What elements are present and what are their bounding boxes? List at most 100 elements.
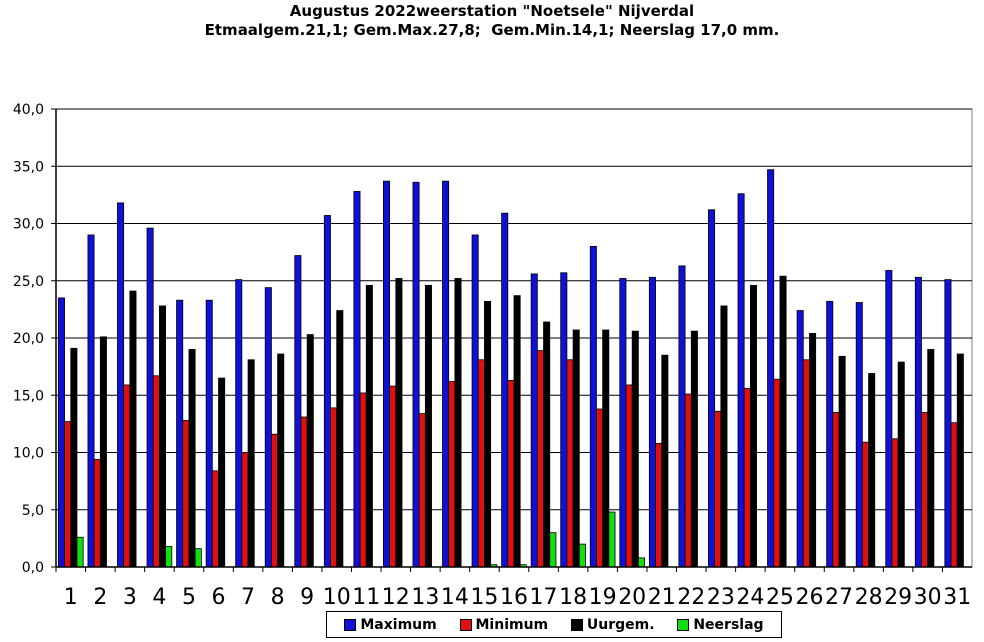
bar-maximum-4 [146,227,154,568]
bar-uurgem-22 [690,330,698,568]
bar-maximum-25 [767,169,775,568]
bar-uurgem-12 [395,278,403,568]
bar-minimum-9 [300,416,308,568]
bar-maximum-19 [589,245,597,568]
bar-uurgem-20 [631,330,639,568]
y-tick-label: 0,0 [22,560,44,576]
x-tick-label: 24 [736,585,764,610]
x-tick-label: 11 [352,585,380,610]
bar-uurgem-23 [720,305,728,568]
bar-uurgem-13 [424,284,432,568]
bar-maximum-28 [855,302,863,568]
bar-uurgem-7 [247,359,255,568]
bar-maximum-5 [176,299,184,568]
bar-minimum-7 [241,452,249,568]
axis-layer: 0,05,010,015,020,025,030,035,040,01 2 3 4 5 6… [13,102,972,610]
bar-minimum-13 [418,413,426,568]
x-tick-label: 7 [241,585,255,610]
y-tick-label: 5,0 [22,503,44,519]
bar-minimum-17 [536,350,544,568]
y-tick-label: 20,0 [13,331,44,347]
bar-minimum-26 [802,359,810,568]
bar-maximum-9 [294,255,302,568]
bar-uurgem-3 [129,290,137,568]
bar-maximum-2 [87,234,95,568]
legend-label-neerslag: Neerslag [693,616,764,633]
bar-uurgem-19 [602,329,610,568]
x-tick-label: 30 [914,585,942,610]
bar-maximum-27 [826,300,834,568]
bar-maximum-8 [264,287,272,568]
legend-label-maximum: Maximum [360,616,437,633]
x-tick-label: 27 [825,585,853,610]
bar-uurgem-1 [70,347,78,568]
bar-uurgem-6 [218,377,226,568]
x-tick-label: 5 [182,585,196,610]
chart-title-block: Augustus 2022weerstation "Noetsele" Nijv… [0,2,984,40]
bar-maximum-15 [471,234,479,568]
bar-minimum-8 [271,433,279,568]
bar-minimum-29 [891,438,899,568]
bar-uurgem-16 [513,295,521,568]
x-tick-label: 6 [212,585,226,610]
bar-uurgem-28 [868,373,876,568]
bar-minimum-31 [950,422,958,568]
x-tick-label: 28 [855,585,883,610]
bar-maximum-7 [235,279,243,568]
x-tick-label: 8 [271,585,285,610]
y-tick-label: 15,0 [13,388,44,404]
bar-maximum-23 [708,209,716,568]
bar-uurgem-27 [838,355,846,568]
bar-neerslag-5 [194,548,202,568]
bar-minimum-4 [152,375,160,568]
bar-neerslag-1 [76,536,84,568]
bar-neerslag-18 [578,543,586,568]
x-tick-label: 2 [93,585,107,610]
x-tick-label: 19 [589,585,617,610]
x-tick-label: 21 [648,585,676,610]
bar-uurgem-17 [543,321,551,568]
bar-minimum-16 [507,379,515,568]
bar-maximum-13 [412,181,420,568]
bar-uurgem-2 [99,336,107,568]
legend-label-uurgem: Uurgem. [586,616,655,633]
legend-swatch-maximum [344,618,357,631]
x-tick-label: 16 [500,585,528,610]
bar-maximum-6 [205,299,213,568]
bar-neerslag-20 [637,557,645,568]
bar-maximum-29 [885,270,893,568]
bar-uurgem-14 [454,278,462,568]
bar-maximum-1 [57,297,65,568]
bar-minimum-10 [330,407,338,568]
bar-minimum-15 [477,359,485,568]
x-tick-label: 14 [441,585,469,610]
bar-minimum-11 [359,392,367,568]
bar-minimum-25 [773,378,781,568]
legend-label-minimum: Minimum [475,616,549,633]
legend-item-uurgem: Uurgem. [570,616,655,633]
bar-uurgem-15 [484,300,492,568]
bar-minimum-22 [684,393,692,568]
bar-minimum-14 [448,381,456,568]
bar-neerslag-17 [549,532,557,568]
x-tick-label: 15 [470,585,498,610]
bar-neerslag-19 [608,511,616,568]
x-tick-label: 31 [943,585,971,610]
x-tick-label: 3 [123,585,137,610]
x-tick-label: 17 [530,585,558,610]
bar-uurgem-26 [809,333,817,568]
x-tick-label: 29 [884,585,912,610]
bar-maximum-30 [914,276,922,568]
bar-minimum-24 [743,387,751,568]
bar-uurgem-30 [927,349,935,568]
legend-swatch-minimum [459,618,472,631]
bar-uurgem-4 [159,305,167,568]
bar-minimum-20 [625,384,633,568]
bar-uurgem-9 [306,334,314,568]
bar-minimum-21 [655,442,663,568]
x-tick-label: 9 [300,585,314,610]
bar-minimum-1 [64,421,72,568]
x-tick-label: 23 [707,585,735,610]
x-tick-label: 20 [618,585,646,610]
